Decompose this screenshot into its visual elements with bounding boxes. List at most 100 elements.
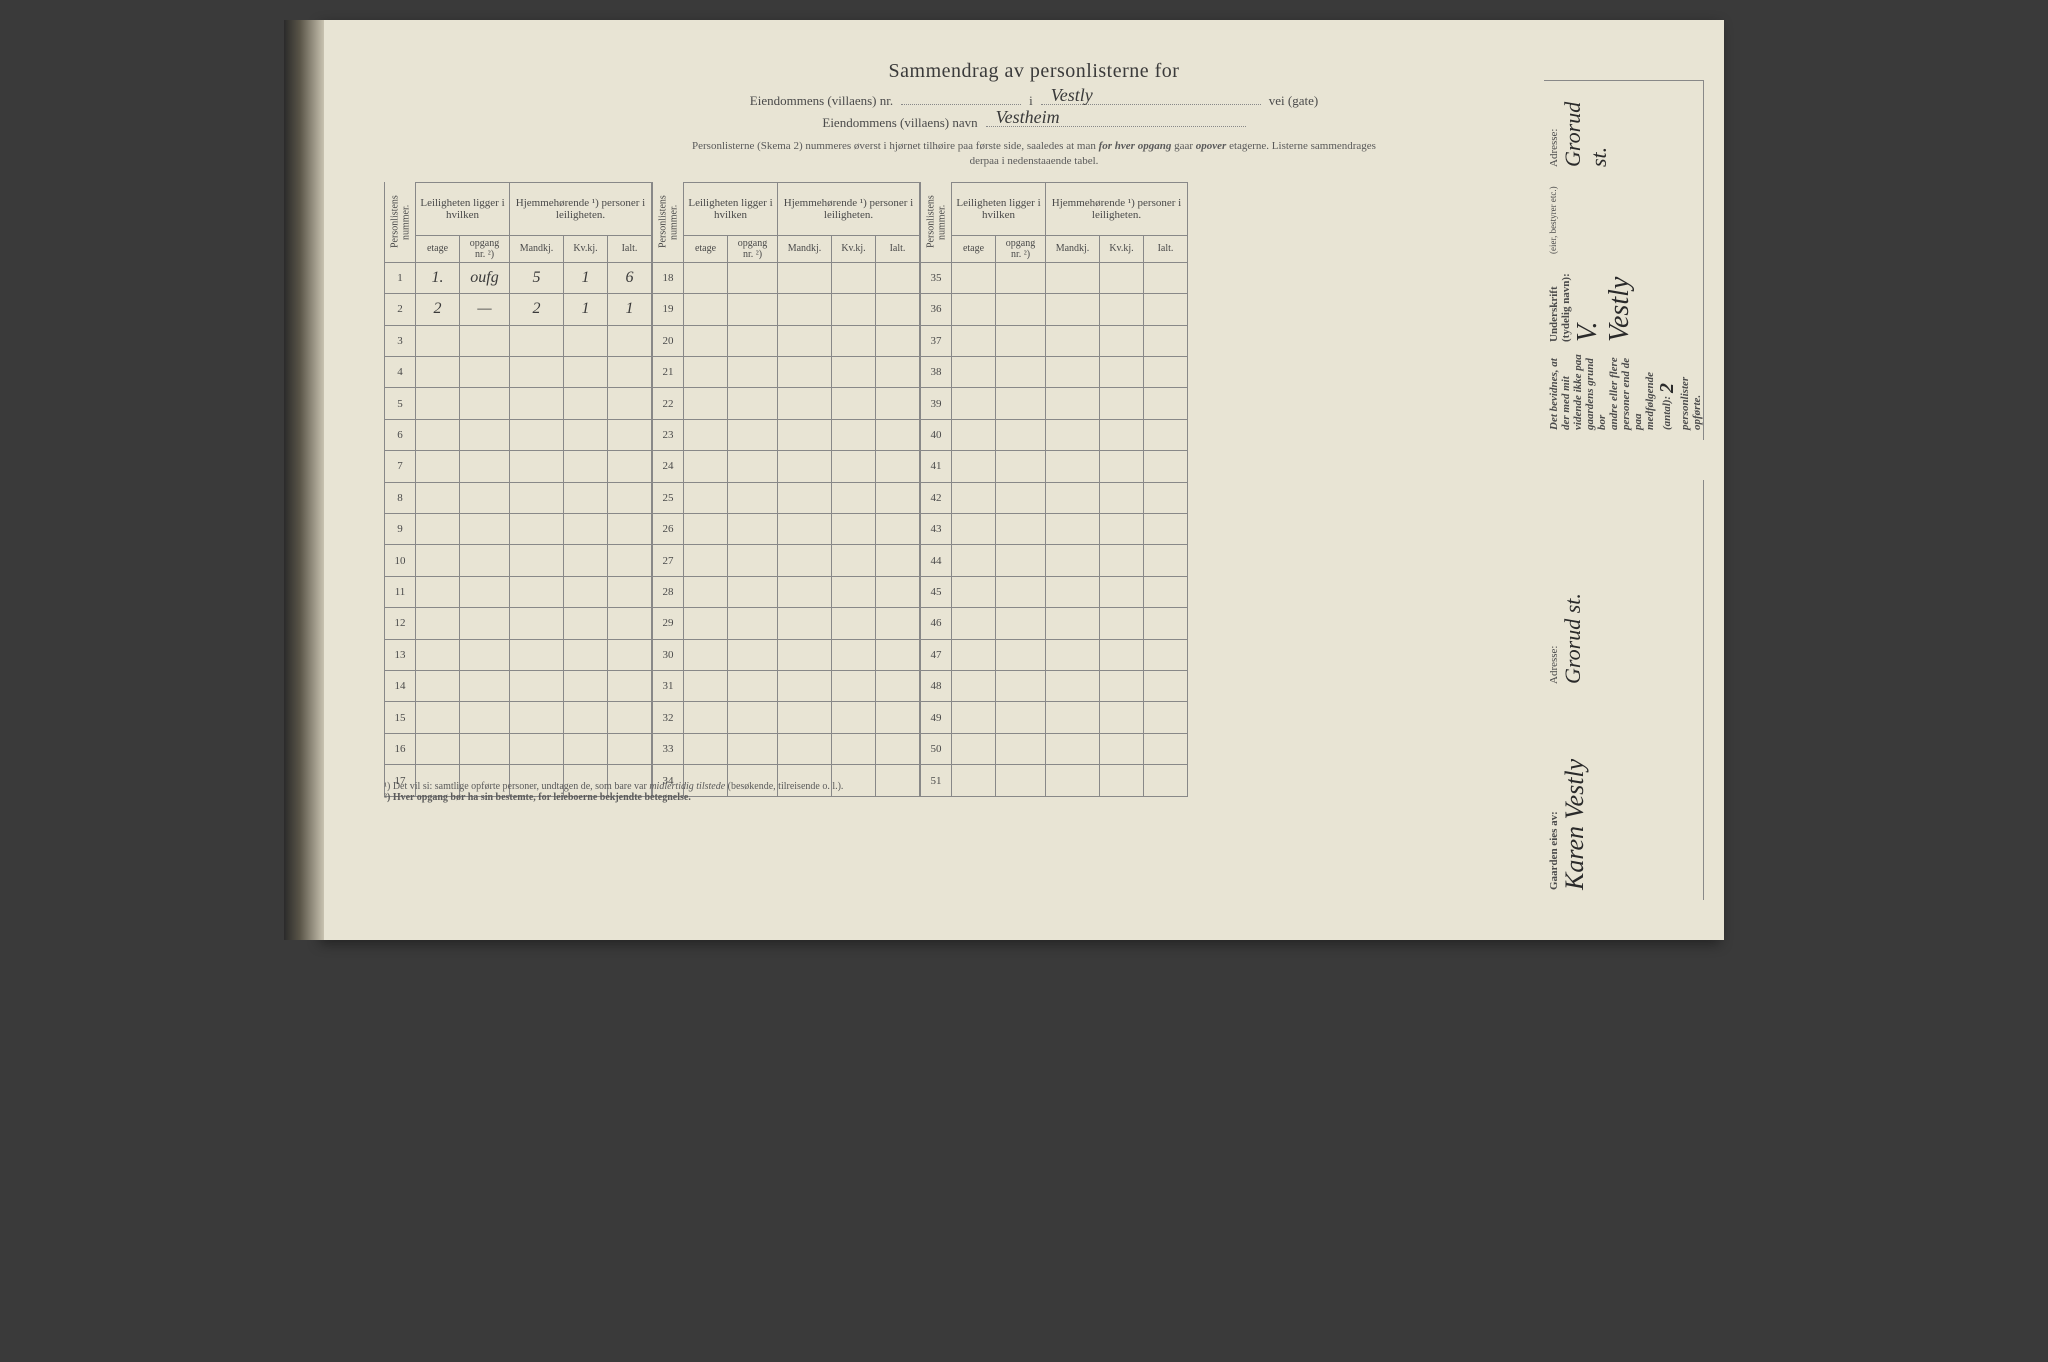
- cell-etage: [684, 262, 728, 293]
- cell-mandkj: [1046, 451, 1100, 482]
- cell-mandkj: [1046, 639, 1100, 670]
- row-number: 38: [921, 357, 952, 388]
- cell-etage: [952, 325, 996, 356]
- th-etage: etage: [684, 235, 728, 262]
- cell-ialt: [608, 671, 652, 702]
- cell-ialt: [876, 576, 920, 607]
- property-nr-blank: [901, 104, 1021, 105]
- table-row: 3: [385, 325, 652, 356]
- row-number: 31: [653, 671, 684, 702]
- address-handwritten-top: Grorud st.: [1560, 91, 1612, 167]
- cell-etage: [416, 576, 460, 607]
- cell-mandkj: [1046, 262, 1100, 293]
- cell-mandkj: [510, 702, 564, 733]
- table-row: 10: [385, 545, 652, 576]
- cell-kvkj: [832, 294, 876, 325]
- cell-etage: [416, 545, 460, 576]
- cell-mandkj: [1046, 765, 1100, 797]
- cell-etage: [952, 451, 996, 482]
- cell-mandkj: [1046, 608, 1100, 639]
- cell-etage: [952, 608, 996, 639]
- table-row: 18: [653, 262, 920, 293]
- cell-mandkj: [778, 671, 832, 702]
- cell-kvkj: [832, 357, 876, 388]
- th-leilighet: Leiligheten ligger i hvilken: [416, 182, 510, 235]
- census-table-block-3: Personlistens nummer.Leiligheten ligger …: [920, 182, 1188, 797]
- cell-kvkj: [564, 639, 608, 670]
- table-row: 48: [921, 671, 1188, 702]
- cell-etage: [416, 608, 460, 639]
- page-title: Sammendrag av personlisterne for: [384, 60, 1684, 83]
- cell-mandkj: [778, 545, 832, 576]
- cell-opgang: [996, 419, 1046, 450]
- cell-ialt: [1144, 671, 1188, 702]
- row-number: 40: [921, 419, 952, 450]
- table-row: 9: [385, 514, 652, 545]
- cell-mandkj: [778, 294, 832, 325]
- cell-kvkj: [1100, 765, 1144, 797]
- th-leilighet: Leiligheten ligger i hvilken: [684, 182, 778, 235]
- row-number: 47: [921, 639, 952, 670]
- cell-etage: [684, 451, 728, 482]
- cell-opgang: [728, 608, 778, 639]
- cell-mandkj: [778, 639, 832, 670]
- table-row: 29: [653, 608, 920, 639]
- cell-etage: 2: [416, 294, 460, 325]
- cell-etage: [952, 357, 996, 388]
- cell-mandkj: [510, 639, 564, 670]
- row-number: 5: [385, 388, 416, 419]
- table-row: 14: [385, 671, 652, 702]
- cell-etage: [684, 608, 728, 639]
- table-row: 42: [921, 482, 1188, 513]
- table-row: 39: [921, 388, 1188, 419]
- cell-mandkj: [778, 514, 832, 545]
- table-row: 22—211: [385, 294, 652, 325]
- cell-opgang: [728, 294, 778, 325]
- property-nr-label: Eiendommens (villaens) nr.: [750, 93, 893, 109]
- cell-etage: [952, 419, 996, 450]
- table-row: 11: [385, 576, 652, 607]
- th-mandkj: Mandkj.: [778, 235, 832, 262]
- cell-ialt: [1144, 451, 1188, 482]
- th-opgang: opgang nr. ²): [728, 235, 778, 262]
- cell-ialt: [876, 733, 920, 764]
- cell-opgang: [728, 576, 778, 607]
- table-row: 51: [921, 765, 1188, 797]
- street-blank: Vestly: [1041, 104, 1261, 105]
- th-ialt: Ialt.: [876, 235, 920, 262]
- cell-kvkj: [564, 357, 608, 388]
- cell-ialt: [608, 388, 652, 419]
- th-etage: etage: [416, 235, 460, 262]
- cell-mandkj: [778, 262, 832, 293]
- row-number: 35: [921, 262, 952, 293]
- cell-kvkj: [832, 639, 876, 670]
- cell-ialt: [1144, 514, 1188, 545]
- cell-mandkj: [1046, 576, 1100, 607]
- cell-etage: [416, 733, 460, 764]
- cell-kvkj: [1100, 451, 1144, 482]
- property-name-blank: Vestheim: [986, 126, 1246, 127]
- cell-etage: [952, 576, 996, 607]
- th-etage: etage: [952, 235, 996, 262]
- row-number: 13: [385, 639, 416, 670]
- cell-opgang: —: [460, 294, 510, 325]
- th-nummer: Personlistens nummer.: [385, 182, 416, 262]
- cell-opgang: [460, 608, 510, 639]
- cell-mandkj: [510, 325, 564, 356]
- cell-kvkj: [1100, 388, 1144, 419]
- cell-ialt: [1144, 702, 1188, 733]
- vei-gate-label: vei (gate): [1269, 93, 1318, 109]
- cell-kvkj: [1100, 733, 1144, 764]
- cell-opgang: [996, 325, 1046, 356]
- cell-etage: [952, 765, 996, 797]
- cell-mandkj: [510, 451, 564, 482]
- cell-opgang: [460, 419, 510, 450]
- row-number: 20: [653, 325, 684, 356]
- cell-ialt: [876, 545, 920, 576]
- cell-opgang: [460, 576, 510, 607]
- row-number: 48: [921, 671, 952, 702]
- cell-ialt: [876, 639, 920, 670]
- cell-ialt: [876, 262, 920, 293]
- th-ialt: Ialt.: [608, 235, 652, 262]
- cell-kvkj: [1100, 419, 1144, 450]
